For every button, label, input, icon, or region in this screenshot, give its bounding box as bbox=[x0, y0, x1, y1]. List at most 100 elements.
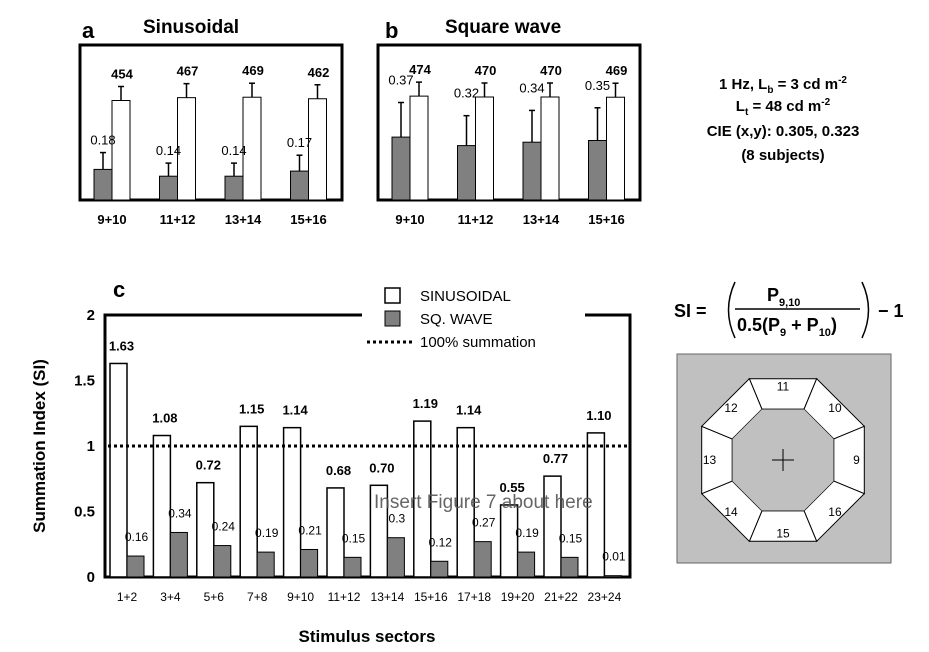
si-formula: SI = P9,10 0.5(P9 + P10) − 1 bbox=[674, 281, 904, 339]
panel-b-bar-white bbox=[606, 96, 625, 201]
panel-c-x-tick-label: 17+18 bbox=[457, 590, 491, 604]
panel-b-bar-white bbox=[409, 95, 429, 201]
panel-c-y-tick-label: 0 bbox=[87, 569, 95, 586]
sector-label: 12 bbox=[724, 401, 738, 415]
conditions-line-2: Lt = 48 cd m-2 bbox=[736, 97, 831, 118]
panel-c-data-label-sinusoidal: 0.70 bbox=[369, 460, 394, 475]
sector-label: 10 bbox=[828, 401, 842, 415]
panel-b-letter: b bbox=[385, 18, 398, 43]
panel-a-frame bbox=[78, 43, 344, 202]
panel-c: c 0 0.5 1 1.5 2 1.63 0.16 1+2 1.08 0.34 3+4 0.72 0.2… bbox=[30, 277, 632, 646]
panel-c-x-tick-label: 19+20 bbox=[501, 590, 535, 604]
panel-c-data-label-sq-wave: 0.3 bbox=[389, 512, 406, 526]
panel-b-bar-grey bbox=[522, 141, 542, 201]
panel-c-bar-sq-wave bbox=[386, 537, 405, 578]
panel-c-bar-sinusoidal bbox=[369, 484, 389, 578]
panel-b-frame bbox=[376, 43, 642, 202]
legend-swatch-sinusoidal bbox=[384, 287, 401, 304]
panel-a-title: Sinusoidal bbox=[143, 17, 239, 38]
panel-a-data-label-white: 469 bbox=[242, 63, 264, 78]
panel-c-x-tick-label: 7+8 bbox=[247, 590, 268, 604]
panel-c-data-label-sq-wave: 0.19 bbox=[255, 526, 279, 540]
panel-c-data-label-sq-wave: 0.15 bbox=[559, 531, 583, 545]
panel-a-data-label-grey: 0.18 bbox=[90, 133, 115, 148]
panel-c-bar-sinusoidal bbox=[413, 420, 432, 578]
panel-c-bar-sinusoidal bbox=[282, 426, 302, 578]
sector-diagram: 11 10 9 16 15 14 13 12 bbox=[676, 353, 892, 564]
formula-numerator: P9,10 bbox=[767, 285, 800, 309]
panel-c-data-label-sq-wave: 0.21 bbox=[298, 523, 322, 537]
panel-c-bar-sinusoidal bbox=[586, 432, 606, 578]
panel-a-tick-label: 9+10 bbox=[97, 212, 126, 227]
conditions-line-3: CIE (x,y): 0.305, 0.323 bbox=[707, 123, 860, 140]
legend-swatch-sq-wave bbox=[384, 310, 401, 327]
panel-c-bar-sinusoidal bbox=[326, 487, 345, 578]
panel-b-tick-label: 13+14 bbox=[523, 212, 560, 227]
panel-c-data-label-sinusoidal: 0.55 bbox=[499, 480, 524, 495]
panel-c-bar-sinusoidal bbox=[543, 475, 562, 578]
legend-label-sq-wave: SQ. WAVE bbox=[420, 311, 493, 328]
panel-a-tick-label: 11+12 bbox=[160, 212, 196, 227]
panel-c-bar-sinusoidal bbox=[239, 425, 258, 578]
panel-a-data-label-white: 467 bbox=[177, 64, 199, 79]
legend-label-summation: 100% summation bbox=[420, 334, 536, 351]
panel-c-bar-sq-wave bbox=[256, 551, 275, 578]
panel-b-title: Square wave bbox=[445, 17, 561, 38]
panel-c-y-axis-label: Summation Index (SI) bbox=[30, 359, 49, 533]
panel-c-data-label-sinusoidal: 0.72 bbox=[196, 458, 221, 473]
formula-denominator: 0.5(P9 + P10) bbox=[737, 315, 837, 339]
panel-c-bar-sinusoidal bbox=[152, 434, 172, 578]
panel-c-bar-sinusoidal bbox=[109, 362, 128, 578]
panel-b-bar-white bbox=[475, 96, 494, 201]
panel-a-bar-grey bbox=[93, 168, 113, 201]
conditions-line-4: (8 subjects) bbox=[741, 147, 824, 164]
panel-a-bar-white bbox=[111, 100, 131, 201]
panel-c-data-label-sq-wave: 0.12 bbox=[429, 535, 453, 549]
panel-a-data-label-grey: 0.14 bbox=[156, 143, 181, 158]
panel-c-x-tick-label: 1+2 bbox=[117, 590, 138, 604]
panel-c-x-tick-label: 13+14 bbox=[371, 590, 405, 604]
panel-b-bar-white bbox=[540, 96, 560, 201]
panel-c-bar-sq-wave bbox=[126, 555, 145, 578]
panel-c-bar-sq-wave bbox=[300, 548, 319, 578]
panel-c-legend: SINUSOIDAL SQ. WAVE 100% summation bbox=[367, 287, 536, 351]
panel-c-data-label-sq-wave: 0.01 bbox=[602, 550, 626, 564]
panel-c-bar-sq-wave bbox=[560, 556, 579, 578]
panel-b-tick-label: 9+10 bbox=[395, 212, 424, 227]
panel-a-bar-grey bbox=[159, 175, 178, 201]
panel-b-bar-grey bbox=[457, 145, 476, 201]
panel-c-data-label-sinusoidal: 1.63 bbox=[109, 338, 134, 353]
panel-c-data-label-sinusoidal: 1.15 bbox=[239, 401, 264, 416]
formula-left-paren bbox=[727, 281, 736, 339]
panel-c-x-tick-label: 21+22 bbox=[544, 590, 578, 604]
panel-c-data-label-sinusoidal: 1.19 bbox=[413, 396, 438, 411]
panel-a-tick-label: 13+14 bbox=[225, 212, 262, 227]
sector-label: 15 bbox=[776, 527, 790, 541]
panel-a-letter: a bbox=[82, 18, 95, 43]
panel-c-data-label-sq-wave: 0.19 bbox=[515, 526, 539, 540]
panel-c-y-tick-label: 1.5 bbox=[74, 373, 95, 390]
panel-c-data-label-sinusoidal: 1.14 bbox=[282, 403, 308, 418]
panel-c-bar-sq-wave bbox=[517, 551, 536, 578]
panel-c-bar-sq-wave bbox=[213, 545, 232, 578]
panel-c-data-label-sq-wave: 0.15 bbox=[342, 531, 366, 545]
panel-c-data-label-sinusoidal: 1.08 bbox=[152, 411, 177, 426]
panel-c-data-label-sq-wave: 0.27 bbox=[472, 516, 496, 530]
panel-c-bar-sq-wave bbox=[169, 531, 188, 578]
panel-c-data-label-sq-wave: 0.24 bbox=[212, 520, 236, 534]
panel-c-y-tick-label: 1 bbox=[87, 438, 95, 455]
panel-c-y-tick-label: 0.5 bbox=[74, 504, 95, 521]
panel-c-x-tick-label: 5+6 bbox=[204, 590, 225, 604]
sector-label: 9 bbox=[853, 453, 860, 467]
legend-label-sinusoidal: SINUSOIDAL bbox=[420, 288, 511, 305]
sector-label: 16 bbox=[828, 505, 842, 519]
panel-c-x-tick-label: 9+10 bbox=[287, 590, 314, 604]
panel-c-letter: c bbox=[113, 277, 125, 302]
sector-label: 13 bbox=[703, 453, 717, 467]
panel-b-bar-grey bbox=[391, 136, 411, 201]
panel-c-data-label-sinusoidal: 1.10 bbox=[586, 408, 611, 423]
panel-a-data-label-white: 454 bbox=[111, 67, 133, 82]
formula-tail: − 1 bbox=[878, 301, 904, 321]
panel-b-data-label-grey: 0.37 bbox=[388, 73, 413, 88]
